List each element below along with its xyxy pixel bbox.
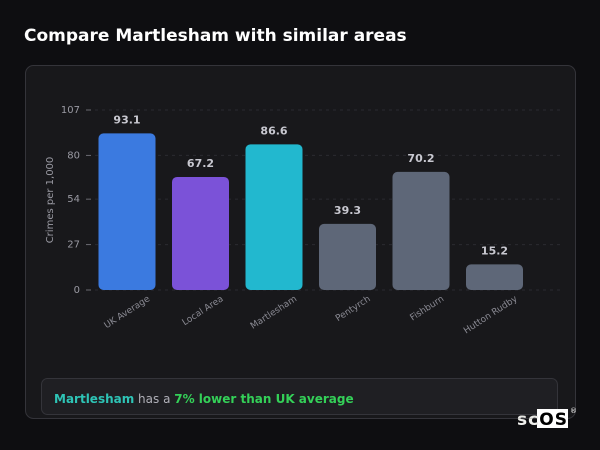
- y-tick-label: 107: [61, 105, 80, 116]
- value-label: 70.2: [407, 152, 434, 165]
- bar: [245, 144, 303, 290]
- y-tick-label: 80: [67, 150, 80, 161]
- logo: scOS: [517, 410, 567, 430]
- insight-box: [41, 378, 558, 415]
- insight-text: Martlesham has a 7% lower than UK averag…: [54, 392, 354, 406]
- value-label: 39.3: [334, 204, 361, 217]
- y-axis-label: Crimes per 1,000: [45, 157, 56, 244]
- value-label: 86.6: [260, 124, 287, 137]
- value-label: 93.1: [113, 113, 140, 126]
- value-label: 67.2: [187, 157, 214, 170]
- logo-mark: ®: [570, 407, 577, 415]
- logo-box: [537, 409, 568, 428]
- insight-middle: has a: [134, 392, 174, 406]
- bar: [98, 133, 156, 290]
- bar: [466, 264, 523, 290]
- bar: [172, 176, 229, 290]
- bar: [319, 223, 376, 290]
- chart-title: Compare Martlesham with similar areas: [24, 26, 407, 46]
- y-tick-label: 54: [67, 194, 80, 205]
- value-label: 15.2: [481, 244, 508, 257]
- insight-area: Martlesham: [54, 392, 134, 406]
- y-tick-label: 27: [67, 240, 80, 251]
- y-tick-label: 0: [74, 285, 80, 296]
- insight-highlight: 7% lower than UK average: [174, 392, 353, 406]
- bar: [392, 171, 450, 290]
